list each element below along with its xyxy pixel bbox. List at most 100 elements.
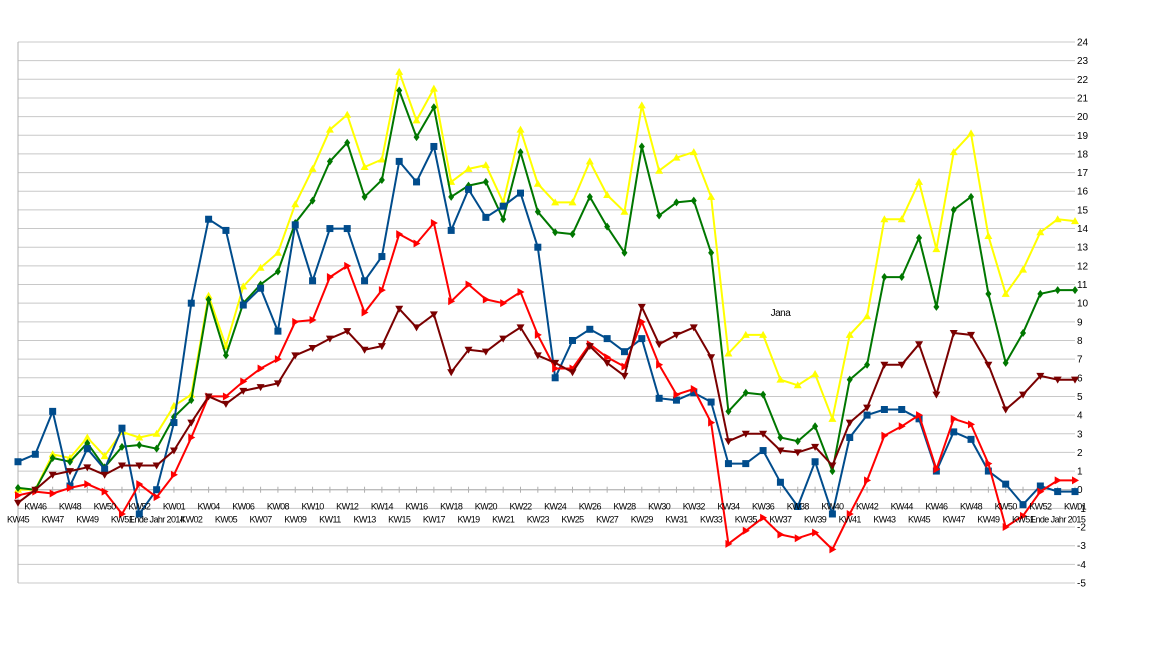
- data-point: [620, 207, 629, 215]
- data-point: [533, 179, 542, 187]
- data-point: [84, 480, 92, 489]
- data-point: [673, 390, 681, 399]
- y-tick-label: 9: [1077, 317, 1083, 328]
- data-point: [239, 282, 248, 290]
- data-point: [776, 375, 785, 383]
- data-point: [880, 361, 889, 369]
- data-point: [585, 343, 594, 351]
- x-tick-label: KW14: [371, 502, 394, 512]
- data-point: [880, 215, 889, 223]
- data-point: [1054, 286, 1061, 295]
- data-point: [448, 297, 456, 306]
- data-point: [325, 335, 334, 343]
- x-tick-label: KW15: [388, 515, 411, 525]
- data-point: [811, 458, 819, 466]
- data-point: [396, 230, 404, 239]
- data-point: [326, 157, 333, 166]
- y-tick-label: -4: [1077, 560, 1086, 571]
- x-tick-label: KW21: [492, 515, 515, 525]
- data-point: [188, 433, 196, 442]
- x-tick-label: KW23: [527, 515, 550, 525]
- x-tick-label: KW16: [405, 502, 428, 512]
- y-axis-tick-labels: -5-4-3-2-1012345678910111213141516171819…: [1077, 38, 1089, 590]
- y-tick-label: 13: [1077, 243, 1089, 254]
- data-point: [897, 361, 906, 369]
- data-point: [915, 177, 924, 185]
- data-point: [65, 468, 74, 476]
- y-tick-label: 5: [1077, 392, 1083, 403]
- data-point: [534, 330, 542, 339]
- data-point: [984, 232, 993, 240]
- data-point: [950, 414, 958, 423]
- data-point: [481, 161, 490, 169]
- data-point: [985, 289, 992, 298]
- data-point: [170, 470, 178, 479]
- data-point: [707, 192, 716, 200]
- data-point: [378, 253, 386, 261]
- data-point: [412, 324, 421, 332]
- data-point: [724, 438, 733, 446]
- data-point: [378, 286, 386, 295]
- data-point: [83, 445, 91, 453]
- data-point: [517, 189, 525, 197]
- series-0: [14, 67, 1079, 493]
- data-point: [1037, 289, 1044, 298]
- data-point: [378, 176, 385, 185]
- x-tick-label: KW51: [111, 515, 134, 525]
- data-point: [1036, 228, 1045, 236]
- data-point: [66, 457, 73, 466]
- data-point: [552, 364, 560, 373]
- x-tick-label: KW20: [475, 502, 498, 512]
- x-tick-label: Ende Jahr 2014: [129, 515, 185, 525]
- data-point: [552, 228, 559, 237]
- x-tick-label: KW12: [336, 502, 359, 512]
- data-point: [360, 346, 369, 354]
- data-point: [499, 202, 507, 210]
- data-point: [273, 248, 282, 256]
- data-point: [239, 387, 248, 395]
- data-point: [309, 196, 316, 205]
- data-point: [256, 384, 265, 392]
- data-point: [708, 418, 716, 427]
- x-tick-label: KW13: [354, 515, 377, 525]
- data-point: [811, 370, 820, 378]
- data-point: [985, 459, 993, 468]
- data-point: [724, 349, 733, 357]
- x-tick-label: KW29: [631, 515, 654, 525]
- data-point: [117, 462, 126, 470]
- x-tick-label: KW31: [665, 515, 688, 525]
- data-point: [1037, 487, 1045, 496]
- data-point: [429, 84, 438, 92]
- data-point: [863, 312, 872, 320]
- data-point: [932, 391, 941, 399]
- data-point: [222, 392, 230, 401]
- data-point: [464, 346, 473, 354]
- data-point: [1019, 265, 1028, 273]
- data-point: [1019, 391, 1028, 399]
- data-point: [655, 166, 664, 174]
- y-tick-label: 20: [1077, 112, 1089, 123]
- data-point: [672, 331, 681, 339]
- data-point: [187, 419, 196, 427]
- data-point: [1054, 476, 1062, 485]
- data-point: [968, 192, 975, 201]
- data-point: [429, 311, 438, 319]
- data-point: [430, 103, 437, 112]
- data-point: [863, 411, 871, 419]
- y-tick-label: 15: [1077, 205, 1089, 216]
- data-point: [724, 460, 732, 468]
- data-point: [413, 178, 421, 186]
- series-1: [15, 86, 1078, 494]
- data-point: [777, 433, 784, 442]
- data-point: [881, 273, 888, 282]
- data-point: [760, 390, 767, 399]
- x-tick-label: KW01: [1064, 502, 1087, 512]
- data-point: [325, 125, 334, 133]
- data-point: [673, 198, 680, 207]
- data-point: [708, 248, 715, 257]
- data-point: [516, 125, 525, 133]
- data-point: [152, 429, 161, 437]
- data-point: [377, 155, 386, 163]
- x-tick-label: KW07: [250, 515, 273, 525]
- x-tick-label: KW02: [180, 515, 203, 525]
